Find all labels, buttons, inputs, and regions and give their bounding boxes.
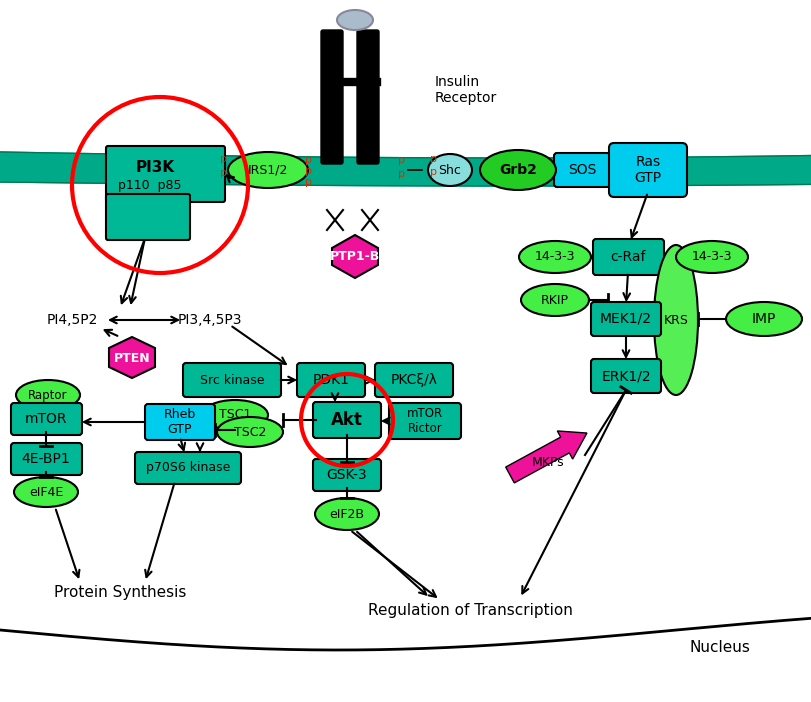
FancyBboxPatch shape — [145, 404, 215, 440]
FancyBboxPatch shape — [11, 403, 82, 435]
Text: Protein Synthesis: Protein Synthesis — [54, 585, 186, 600]
Text: Rheb
GTP: Rheb GTP — [164, 408, 196, 436]
Ellipse shape — [315, 498, 379, 530]
Text: PKCξ/λ: PKCξ/λ — [390, 373, 437, 387]
Text: Insulin
Receptor: Insulin Receptor — [435, 75, 496, 105]
Text: p: p — [430, 154, 436, 164]
FancyBboxPatch shape — [312, 459, 380, 491]
Text: Raptor: Raptor — [28, 388, 67, 402]
FancyBboxPatch shape — [312, 402, 380, 438]
Text: p70S6 kinase: p70S6 kinase — [146, 461, 230, 475]
Text: eIF2B: eIF2B — [329, 508, 364, 520]
Ellipse shape — [202, 400, 268, 430]
FancyBboxPatch shape — [357, 30, 379, 164]
Text: p: p — [220, 168, 227, 178]
Polygon shape — [332, 235, 378, 278]
Text: Regulation of Transcription: Regulation of Transcription — [367, 602, 572, 618]
FancyBboxPatch shape — [590, 302, 660, 336]
Text: RKIP: RKIP — [540, 293, 569, 307]
Ellipse shape — [217, 417, 283, 447]
Text: p: p — [397, 155, 405, 165]
Ellipse shape — [14, 477, 78, 507]
FancyBboxPatch shape — [320, 30, 342, 164]
Text: Src kinase: Src kinase — [200, 373, 264, 387]
FancyBboxPatch shape — [135, 452, 241, 484]
Text: 14-3-3: 14-3-3 — [534, 251, 574, 263]
Text: PI4,5P2: PI4,5P2 — [46, 313, 97, 327]
Text: TSC1: TSC1 — [218, 409, 251, 421]
FancyBboxPatch shape — [11, 443, 82, 475]
Ellipse shape — [653, 245, 697, 395]
Text: Grb2: Grb2 — [499, 163, 536, 177]
Text: PTEN: PTEN — [114, 352, 150, 364]
Text: SOS: SOS — [567, 163, 595, 177]
Text: MEK1/2: MEK1/2 — [599, 312, 651, 326]
FancyBboxPatch shape — [106, 194, 190, 240]
Text: PI3,4,5P3: PI3,4,5P3 — [178, 313, 242, 327]
Text: 14-3-3: 14-3-3 — [691, 251, 732, 263]
FancyBboxPatch shape — [388, 403, 461, 439]
Ellipse shape — [228, 152, 307, 188]
Text: GSK-3: GSK-3 — [326, 468, 367, 482]
Ellipse shape — [676, 241, 747, 273]
Ellipse shape — [518, 241, 590, 273]
FancyBboxPatch shape — [297, 363, 365, 397]
FancyBboxPatch shape — [592, 239, 663, 275]
Ellipse shape — [725, 302, 801, 336]
Text: p: p — [430, 167, 436, 177]
Text: ERK1/2: ERK1/2 — [600, 369, 650, 383]
Text: IRS1/2: IRS1/2 — [247, 164, 288, 176]
Text: c-Raf: c-Raf — [610, 250, 645, 264]
Text: mTOR
Rictor: mTOR Rictor — [406, 407, 443, 435]
Text: p: p — [305, 155, 311, 165]
Ellipse shape — [337, 10, 372, 30]
Text: PI3K: PI3K — [135, 161, 174, 176]
Text: p: p — [397, 169, 405, 179]
Text: 4E-BP1: 4E-BP1 — [22, 452, 71, 466]
Polygon shape — [109, 337, 155, 378]
Ellipse shape — [521, 284, 588, 316]
Text: p110  p85: p110 p85 — [118, 180, 182, 192]
FancyBboxPatch shape — [375, 363, 453, 397]
Text: IMP: IMP — [751, 312, 775, 326]
Text: mTOR: mTOR — [24, 412, 67, 426]
FancyBboxPatch shape — [608, 143, 686, 197]
Text: TSC2: TSC2 — [234, 425, 266, 439]
FancyBboxPatch shape — [590, 359, 660, 393]
FancyBboxPatch shape — [106, 146, 225, 202]
Text: Ras
GTP: Ras GTP — [633, 155, 661, 185]
Text: p: p — [305, 166, 311, 176]
Text: eIF4E: eIF4E — [29, 486, 63, 498]
Ellipse shape — [427, 154, 471, 186]
Text: Shc: Shc — [438, 164, 461, 176]
Ellipse shape — [16, 380, 80, 410]
Text: Nucleus: Nucleus — [689, 640, 749, 656]
FancyBboxPatch shape — [182, 363, 281, 397]
FancyArrow shape — [505, 431, 586, 483]
Text: KRS: KRS — [663, 314, 688, 326]
Text: PDK1: PDK1 — [312, 373, 349, 387]
Text: p: p — [305, 177, 311, 187]
Text: PTP1-B: PTP1-B — [329, 249, 380, 263]
Text: MKPs: MKPs — [531, 456, 564, 468]
Text: Akt: Akt — [331, 411, 363, 429]
Text: p: p — [220, 154, 227, 164]
FancyBboxPatch shape — [553, 153, 609, 187]
Ellipse shape — [479, 150, 556, 190]
